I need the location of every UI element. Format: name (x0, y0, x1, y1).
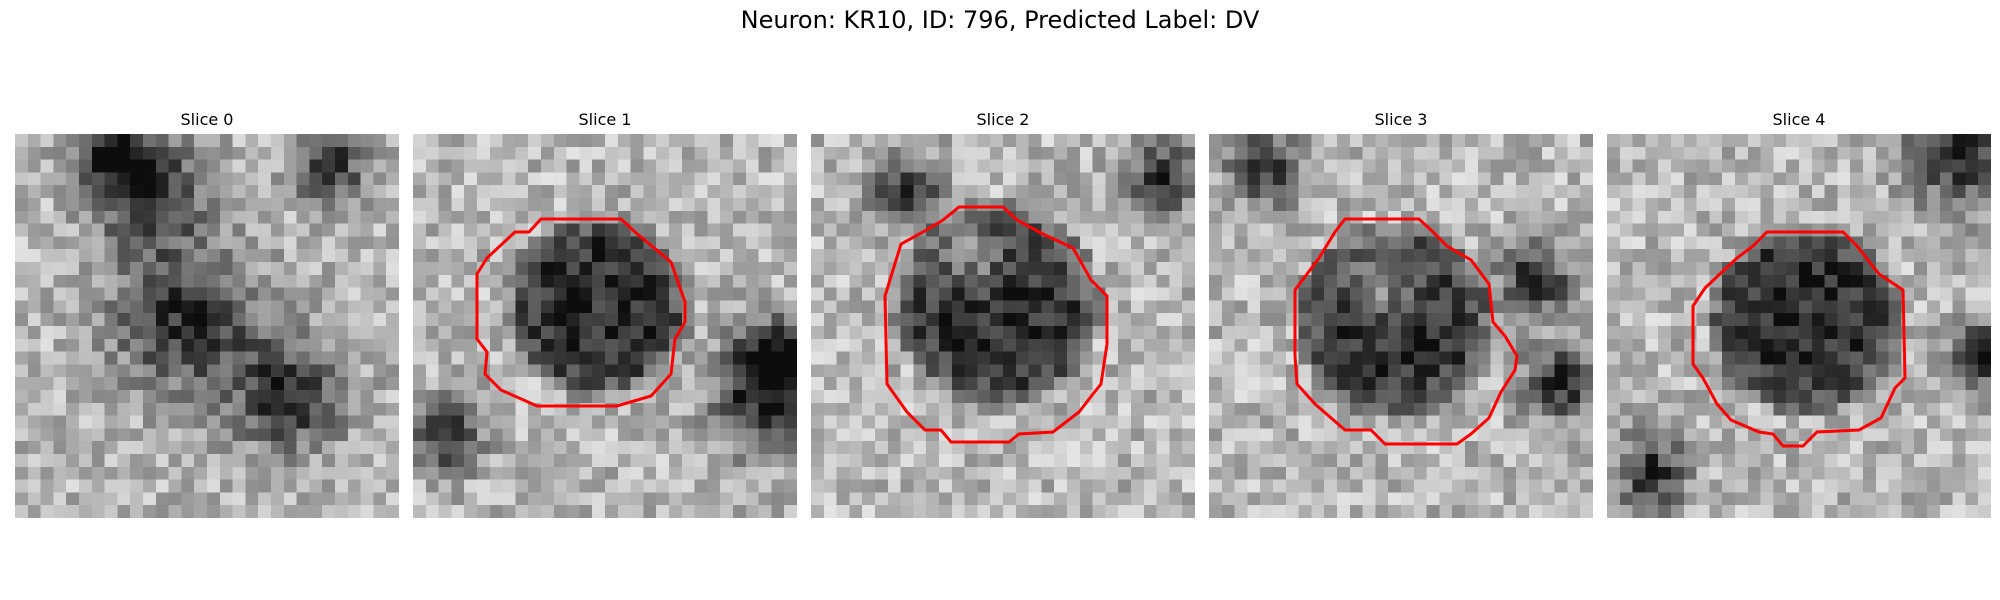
figure-title: Neuron: KR10, ID: 796, Predicted Label: … (740, 6, 1260, 34)
slice-image (1607, 134, 1991, 518)
slice-image (811, 134, 1195, 518)
grayscale-patch (811, 134, 1195, 518)
contour-overlay (475, 217, 687, 408)
contour-overlay (1691, 230, 1907, 448)
slice-panel-3: Slice 3 (1209, 108, 1593, 518)
slice-title: Slice 4 (1772, 110, 1826, 129)
slice-panel-0: Slice 0 (15, 108, 399, 518)
slice-title: Slice 1 (578, 110, 632, 129)
slice-image (1209, 134, 1593, 518)
slice-panel-2: Slice 2 (811, 108, 1195, 518)
grayscale-patch (1607, 134, 1991, 518)
slice-title: Slice 0 (180, 110, 234, 129)
roi-contour (883, 205, 1109, 444)
slice-image (413, 134, 797, 518)
slice-image (15, 134, 399, 518)
grayscale-patch (15, 134, 399, 518)
grayscale-patch (1209, 134, 1593, 518)
contour-overlay (1293, 217, 1519, 446)
roi-contour (1293, 217, 1519, 446)
slice-panel-4: Slice 4 (1607, 108, 1991, 518)
roi-contour (1691, 230, 1907, 448)
contour-overlay (883, 205, 1109, 444)
slice-title: Slice 2 (976, 110, 1030, 129)
slice-panel-1: Slice 1 (413, 108, 797, 518)
slice-title: Slice 3 (1374, 110, 1428, 129)
roi-contour (475, 217, 687, 408)
